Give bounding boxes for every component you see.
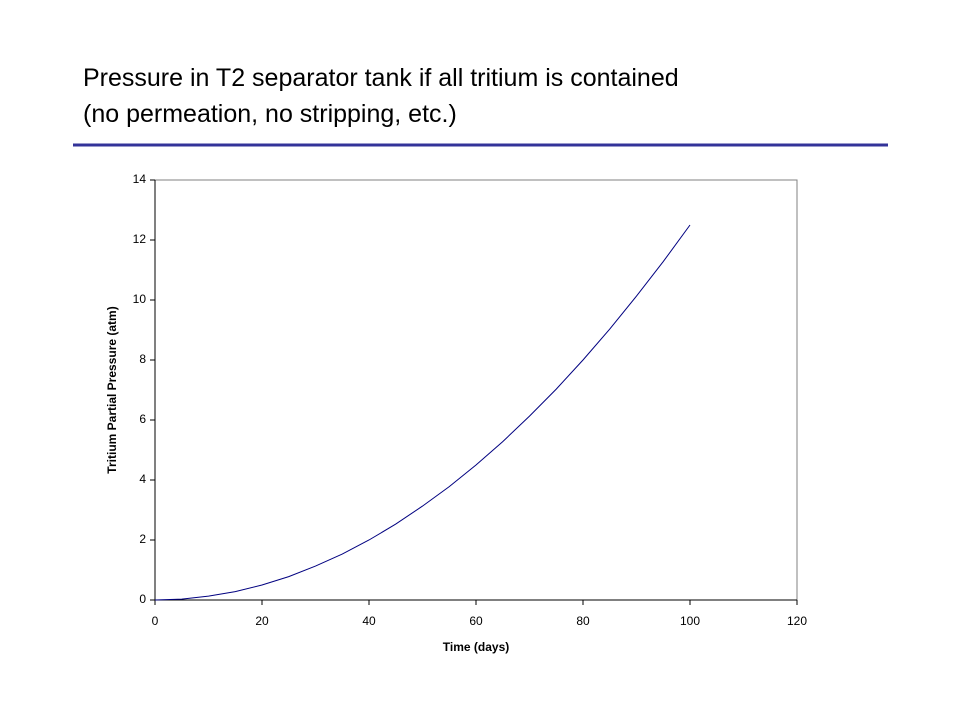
x-tick-label: 60 — [469, 614, 483, 628]
y-tick-label: 8 — [139, 352, 146, 366]
x-tick-label: 120 — [787, 614, 807, 628]
y-tick-label: 2 — [139, 532, 146, 546]
y-tick-label: 0 — [139, 592, 146, 606]
y-tick-label: 4 — [139, 472, 146, 486]
y-tick-label: 6 — [139, 412, 146, 426]
y-tick-label: 14 — [133, 172, 147, 186]
x-tick-label: 20 — [255, 614, 269, 628]
slide-title: Pressure in T2 separator tank if all tri… — [83, 64, 679, 92]
y-tick-label: 10 — [133, 292, 147, 306]
x-tick-label: 40 — [362, 614, 376, 628]
x-tick-label: 80 — [576, 614, 590, 628]
data-line — [154, 224, 691, 601]
x-axis-label: Time (days) — [443, 640, 509, 654]
x-tick-label: 0 — [152, 614, 159, 628]
slide-subtitle: (no permeation, no stripping, etc.) — [83, 100, 457, 128]
x-tick-label: 100 — [680, 614, 700, 628]
plot-area — [154, 179, 798, 601]
y-tick-label: 12 — [133, 232, 147, 246]
y-axis-label: Tritium Partial Pressure (atm) — [105, 306, 119, 473]
